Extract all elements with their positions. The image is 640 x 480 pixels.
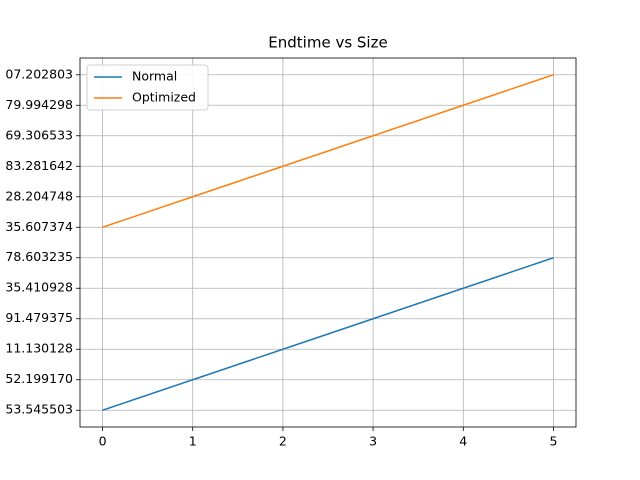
y-tick-label: 83.281642 [5, 158, 73, 173]
chart-title: Endtime vs Size [268, 34, 387, 52]
x-tick-label: 0 [99, 434, 107, 449]
y-tick-label: 79.994298 [5, 97, 73, 112]
plot-frame [79, 57, 577, 428]
x-tick-label: 3 [369, 434, 377, 449]
x-tick-label: 5 [549, 434, 557, 449]
x-tick-label: 1 [189, 434, 197, 449]
y-tick-label: 91.479375 [5, 310, 73, 325]
y-tick-label: 52.199170 [5, 371, 73, 386]
legend-label: Optimized [132, 90, 196, 105]
y-tick-label: 11.130128 [5, 341, 73, 356]
series-line [102, 74, 554, 228]
y-tick-label: 28.204748 [5, 188, 73, 203]
x-tick-label: 2 [279, 434, 287, 449]
y-tick-label: 07.202803 [5, 66, 73, 81]
legend-label: Normal [132, 69, 177, 84]
y-tick-label: 78.603235 [5, 249, 73, 264]
series-line [102, 257, 554, 411]
y-tick-label: 53.545503 [5, 402, 73, 417]
y-tick-label: 35.410928 [5, 280, 73, 295]
y-tick-label: 35.607374 [5, 219, 73, 234]
legend: Normal Optimized [86, 64, 209, 111]
y-tick-label: 69.306533 [5, 127, 73, 142]
x-tick-label: 4 [459, 434, 467, 449]
